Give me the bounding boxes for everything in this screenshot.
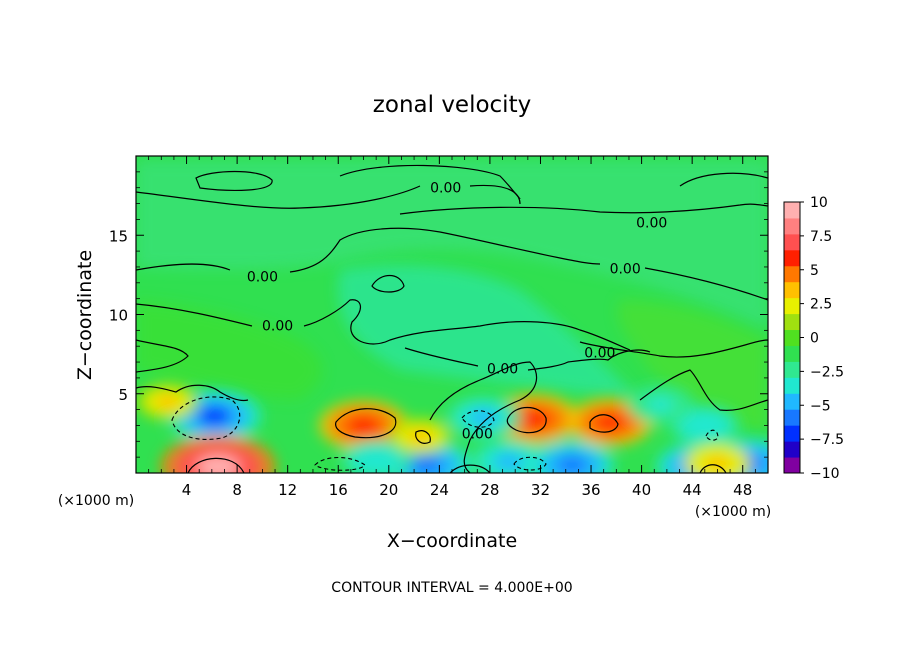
x-tick-label: 48 [733, 481, 752, 499]
field-extremum-core [704, 456, 731, 471]
x-tick-label: 12 [278, 481, 297, 499]
x-unit-left: (×1000 m) [58, 493, 134, 509]
contour-label: 0.00 [430, 181, 461, 197]
contour-label: 0.00 [636, 216, 667, 232]
chart-title: zonal velocity [373, 92, 531, 118]
colorbar-swatch [784, 202, 800, 219]
colorbar-tick-label: −5 [810, 398, 831, 414]
field-extremum-core [346, 416, 381, 435]
contour-line [335, 408, 397, 439]
field-extremum-core [196, 406, 232, 426]
colorbar-tick-label: 5 [810, 263, 819, 279]
x-tick-label: 40 [632, 481, 651, 499]
x-tick-label: 16 [329, 481, 348, 499]
colorbar-tick-label: 7.5 [810, 229, 832, 245]
colorbar-tick-label: 2.5 [810, 297, 832, 313]
contour-line [449, 464, 727, 473]
colorbar-swatch [784, 249, 800, 267]
colorbar-swatch [784, 425, 800, 442]
colorbar-swatch [784, 409, 800, 426]
contour-line [195, 170, 273, 191]
colorbar-swatch [784, 345, 800, 362]
field-extremum-core [517, 409, 551, 429]
contour-line [579, 339, 768, 358]
contour-line [136, 227, 768, 301]
colorbar-tick-label: −2.5 [810, 364, 844, 380]
y-axis-label: Z−coordinate [74, 250, 96, 380]
colorbar-swatch [784, 233, 800, 251]
x-axis-label: X−coordinate [387, 530, 517, 552]
contour-label: 0.00 [487, 361, 518, 377]
contour-line-negative [513, 456, 547, 471]
colorbar-swatch [784, 297, 800, 315]
contour-interval: CONTOUR INTERVAL = 4.000E+00 [331, 580, 572, 596]
field-extremum-core [594, 413, 626, 432]
y-tick-label: 5 [118, 386, 128, 404]
contour-line-negative [171, 396, 241, 440]
contour-line [136, 384, 249, 402]
contour-line [371, 274, 405, 293]
contour-line [679, 172, 768, 187]
colorbar-swatch [784, 281, 800, 299]
field-extremum-core [155, 394, 180, 409]
field-extremum-core [493, 453, 524, 471]
x-tick-label: 20 [379, 481, 398, 499]
colorbar-swatch [784, 441, 800, 458]
x-tick-label: 36 [581, 481, 600, 499]
colorbar: 10 7.5 5 2.5 0 −2.5 −5 −7.5 −10 [783, 195, 844, 482]
contour-line [469, 184, 521, 205]
x-tick-label: 32 [531, 481, 550, 499]
x-unit-right: (×1000 m) [695, 504, 771, 520]
contour-label: 0.00 [610, 262, 641, 278]
field-extremum-core [408, 429, 433, 444]
field-extremum-core [691, 417, 719, 434]
contour-line [136, 185, 421, 209]
field-upper-band [136, 160, 768, 330]
contour-line [187, 457, 245, 473]
field-mid-band [338, 265, 640, 400]
y-tick-label: 10 [109, 307, 128, 325]
colorbar-tick-label: −7.5 [810, 432, 844, 448]
colorbar-swatch [784, 217, 800, 235]
contour-line [415, 430, 431, 444]
colorbar-swatch [784, 329, 800, 346]
field-lower-green [136, 300, 323, 400]
contour-label: 0.00 [462, 426, 493, 442]
contour-label: 0.00 [247, 269, 278, 285]
plot-area: 0.000.000.000.000.000.000.000.00 4 8 12 16 2… [109, 155, 769, 499]
field-extremum-core [410, 455, 444, 473]
colorbar-swatch [784, 265, 800, 283]
contour-label: 0.00 [584, 346, 615, 362]
x-tick-label: 44 [683, 481, 702, 499]
colorbar-swatch [784, 377, 800, 394]
contour-line [136, 339, 189, 373]
field-extremum-core [556, 456, 588, 473]
colorbar-swatch [784, 313, 800, 331]
colorbar-swatch [784, 393, 800, 410]
x-tick-label: 28 [480, 481, 499, 499]
field-extremum-core [647, 397, 674, 413]
contour-line [589, 414, 619, 433]
field-right-green [617, 300, 768, 430]
colorbar-tick-label: −10 [810, 466, 840, 482]
contour-line [429, 361, 538, 473]
colorbar-swatch [784, 457, 800, 474]
colorbar-tick-label: 10 [810, 195, 828, 211]
contour-line [639, 369, 768, 411]
contour-line [136, 299, 631, 351]
x-tick-label: 24 [430, 481, 449, 499]
colorbar-swatch [784, 361, 800, 378]
colorbar-tick-label: 0 [810, 331, 819, 347]
y-tick-label: 15 [109, 227, 128, 245]
field-extremum-core [362, 452, 390, 469]
x-tick-label: 4 [182, 481, 192, 499]
contour-line-negative [461, 410, 495, 428]
contour-line-negative [705, 429, 719, 441]
contour-line [399, 203, 768, 215]
x-tick-label: 8 [232, 481, 242, 499]
contour-line [506, 406, 547, 434]
field-extremum-core [469, 409, 498, 426]
contour-label: 0.00 [262, 319, 293, 335]
